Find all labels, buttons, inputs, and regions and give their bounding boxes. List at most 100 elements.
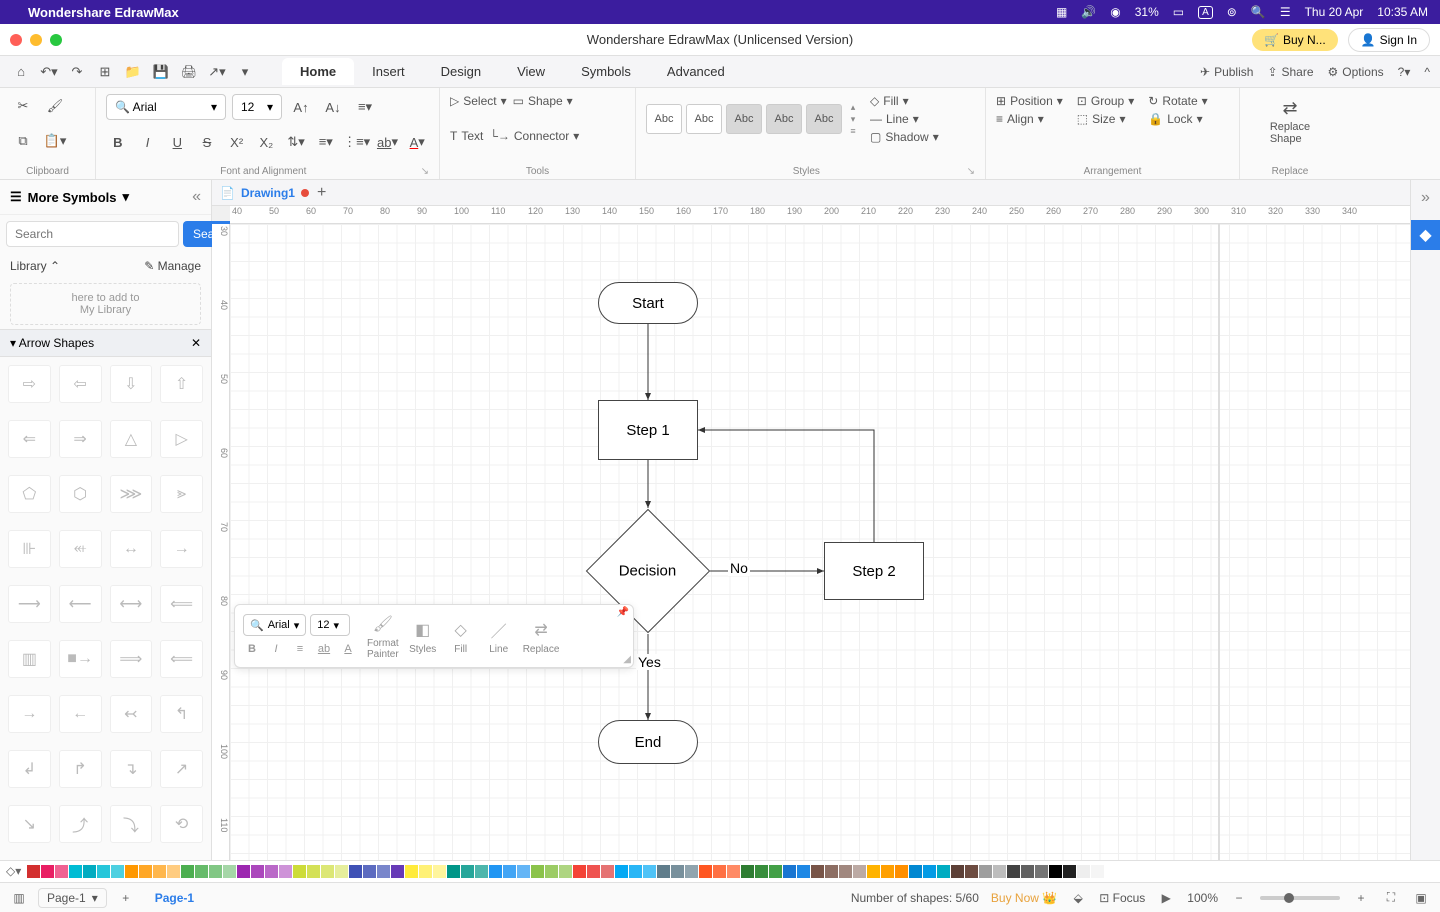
maximize-icon[interactable] xyxy=(50,34,62,46)
color-swatch[interactable] xyxy=(139,865,152,878)
color-swatch[interactable] xyxy=(1091,865,1104,878)
shape-arrow-19[interactable]: ⟹ xyxy=(110,640,153,678)
italic-icon[interactable]: I xyxy=(136,130,160,154)
undo-icon[interactable]: ↶▾ xyxy=(38,61,60,83)
strike-icon[interactable]: S xyxy=(195,130,219,154)
shape-arrow-10[interactable]: ⬴ xyxy=(59,530,102,568)
shape-arrow-5[interactable]: ⬠ xyxy=(8,475,51,513)
size-button[interactable]: ⬚ Size▾ xyxy=(1077,112,1134,126)
color-swatch[interactable] xyxy=(405,865,418,878)
zoom-level[interactable]: 100% xyxy=(1187,891,1218,905)
superscript-icon[interactable]: X² xyxy=(225,130,249,154)
color-swatch[interactable] xyxy=(279,865,292,878)
color-swatch[interactable] xyxy=(741,865,754,878)
add-library-hint[interactable]: here to add to My Library xyxy=(10,283,201,325)
expand-right-panel-icon[interactable]: » xyxy=(1414,186,1438,210)
shape-arrow-13[interactable]: ⟶ xyxy=(8,585,51,623)
shape-arrow-down[interactable]: ⇩ xyxy=(110,365,153,403)
color-swatch[interactable] xyxy=(643,865,656,878)
shape-arrow-29[interactable]: ↘ xyxy=(8,805,51,843)
color-swatch[interactable] xyxy=(923,865,936,878)
new-tab-button[interactable]: + xyxy=(317,184,326,202)
color-swatch[interactable] xyxy=(895,865,908,878)
line-height-icon[interactable]: ≡▾ xyxy=(314,130,338,154)
shape-arrow-up[interactable]: ⇧ xyxy=(160,365,203,403)
color-swatch[interactable] xyxy=(699,865,712,878)
color-swatch[interactable] xyxy=(671,865,684,878)
menu-time[interactable]: 10:35 AM xyxy=(1377,5,1428,19)
new-icon[interactable]: ⊞ xyxy=(94,61,116,83)
shape-arrow-23[interactable]: ↢ xyxy=(110,695,153,733)
color-swatch[interactable] xyxy=(237,865,250,878)
shape-arrow-right[interactable]: ⇨ xyxy=(8,365,51,403)
color-swatch[interactable] xyxy=(909,865,922,878)
color-swatch[interactable] xyxy=(727,865,740,878)
color-swatch[interactable] xyxy=(825,865,838,878)
mini-size-select[interactable]: 12▾ xyxy=(310,614,350,636)
color-swatch[interactable] xyxy=(1021,865,1034,878)
publish-button[interactable]: ✈Publish xyxy=(1200,65,1253,79)
shape-arrow-15[interactable]: ⟷ xyxy=(110,585,153,623)
color-swatch[interactable] xyxy=(881,865,894,878)
present-icon[interactable]: ▶ xyxy=(1157,889,1175,907)
shape-arrow-18[interactable]: ■→ xyxy=(59,640,102,678)
color-swatch[interactable] xyxy=(69,865,82,878)
color-swatch[interactable] xyxy=(531,865,544,878)
shape-arrow-12[interactable]: → xyxy=(160,530,203,568)
color-swatch[interactable] xyxy=(111,865,124,878)
color-swatch[interactable] xyxy=(1049,865,1062,878)
style-gallery-nav[interactable]: ▴▾≡ xyxy=(846,101,860,137)
input-icon[interactable]: A xyxy=(1198,6,1213,19)
shape-arrow-8[interactable]: ⪢ xyxy=(160,475,203,513)
text-tool[interactable]: TText xyxy=(450,129,483,143)
fit-page-icon[interactable]: ⛶ xyxy=(1382,889,1400,907)
color-swatch[interactable] xyxy=(685,865,698,878)
shape-arrow-26[interactable]: ↱ xyxy=(59,750,102,788)
color-swatch[interactable] xyxy=(97,865,110,878)
select-tool[interactable]: ▷Select▾ xyxy=(450,94,507,108)
color-swatch[interactable] xyxy=(27,865,40,878)
collapse-sidebar-icon[interactable]: « xyxy=(192,188,201,206)
pin-icon[interactable]: 📌 xyxy=(617,607,629,618)
shape-arrow-31[interactable]: ⤵ xyxy=(110,805,153,843)
color-swatch[interactable] xyxy=(867,865,880,878)
add-page-icon[interactable]: + xyxy=(117,889,135,907)
color-swatch[interactable] xyxy=(419,865,432,878)
shape-arrow-27[interactable]: ↴ xyxy=(110,750,153,788)
close-icon[interactable] xyxy=(10,34,22,46)
color-swatch[interactable] xyxy=(573,865,586,878)
tab-design[interactable]: Design xyxy=(423,58,499,85)
shape-arrow-7[interactable]: ⋙ xyxy=(110,475,153,513)
page-tab[interactable]: Page-1 xyxy=(145,891,204,905)
wifi-icon[interactable]: ⊚ xyxy=(1227,5,1237,19)
mini-color[interactable]: A xyxy=(339,640,357,658)
shape-arrow-2[interactable]: ⇒ xyxy=(59,420,102,458)
group-button[interactable]: ⊡ Group▾ xyxy=(1077,94,1134,108)
align-button[interactable]: ≡ Align▾ xyxy=(996,112,1063,126)
shape-arrow-24[interactable]: ↰ xyxy=(160,695,203,733)
color-swatch[interactable] xyxy=(125,865,138,878)
color-swatch[interactable] xyxy=(811,865,824,878)
line-button[interactable]: — Line▾ xyxy=(870,112,939,126)
shadow-button[interactable]: ▢ Shadow▾ xyxy=(870,130,939,144)
tab-view[interactable]: View xyxy=(499,58,563,85)
mini-align[interactable]: ≡ xyxy=(291,640,309,658)
case-icon[interactable]: ab▾ xyxy=(376,130,400,154)
flowchart-end-node[interactable]: End xyxy=(598,720,698,764)
home-icon[interactable]: ⌂ xyxy=(10,61,32,83)
options-button[interactable]: ⚙Options xyxy=(1328,65,1384,79)
mini-line[interactable]: ／Line xyxy=(485,618,513,655)
color-swatch[interactable] xyxy=(363,865,376,878)
color-swatch[interactable] xyxy=(167,865,180,878)
print-icon[interactable]: 🖨 xyxy=(178,61,200,83)
shape-arrow-6[interactable]: ⬡ xyxy=(59,475,102,513)
style-preset-1[interactable]: Abc xyxy=(646,104,682,134)
bullets-icon[interactable]: ⋮≡▾ xyxy=(344,130,370,154)
shape-arrow-9[interactable]: ⊪ xyxy=(8,530,51,568)
properties-panel-icon[interactable]: ◆ xyxy=(1411,220,1440,250)
font-size-select[interactable]: 12▾ xyxy=(232,94,282,120)
color-swatch[interactable] xyxy=(839,865,852,878)
underline-icon[interactable]: U xyxy=(165,130,189,154)
color-swatch[interactable] xyxy=(797,865,810,878)
flowchart-start-node[interactable]: Start xyxy=(598,282,698,324)
